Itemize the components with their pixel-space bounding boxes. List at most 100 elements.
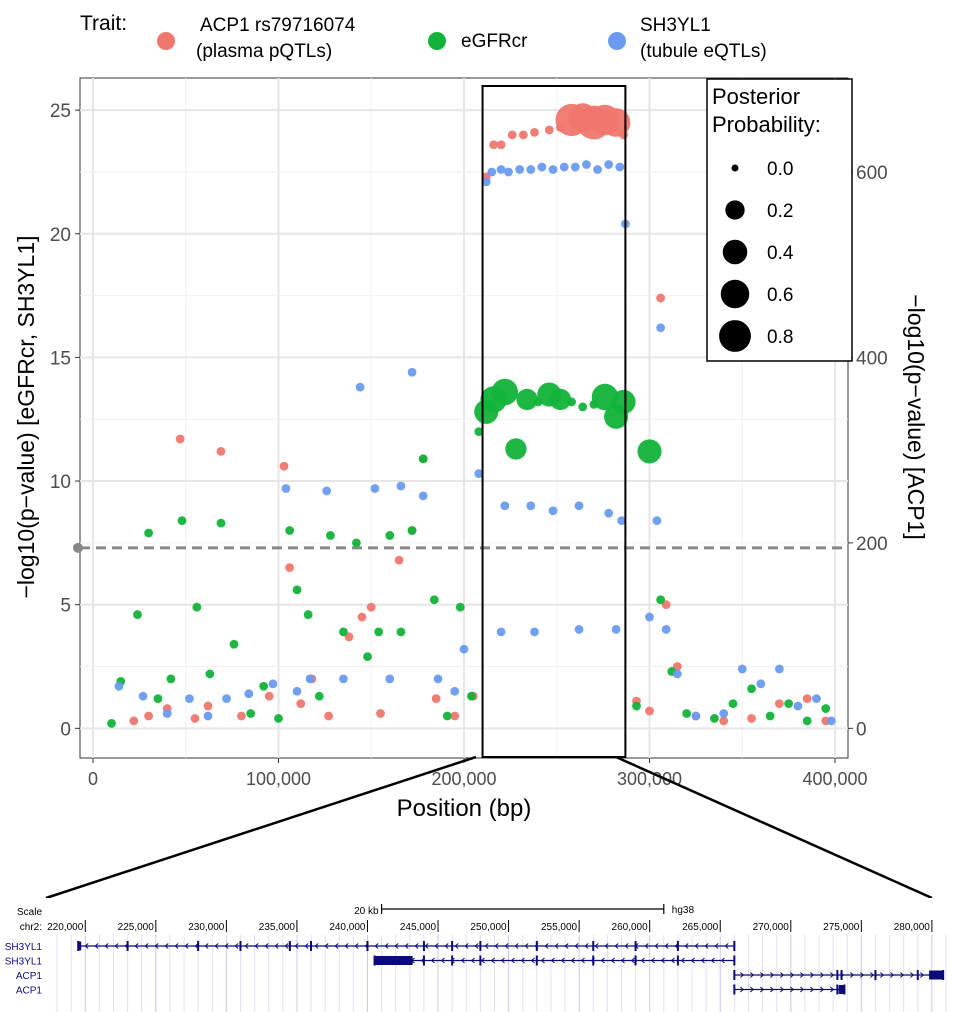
data-point-sh3yl1 [222, 694, 231, 704]
gene-strand-arrow [314, 943, 319, 949]
gene-strand-arrow [440, 957, 445, 964]
track-position-label: 245,000 [400, 922, 437, 933]
data-point-acp1 [279, 461, 289, 471]
gene-strand-arrow [570, 957, 575, 964]
gene-exon [479, 941, 482, 951]
gene-strand-arrow [694, 943, 699, 949]
data-point-egfrcr [216, 518, 226, 528]
gene-strand-arrow [434, 943, 439, 949]
gene-strand-arrow [670, 957, 675, 964]
data-point-acp1 [296, 699, 306, 708]
data-point-sh3yl1 [418, 491, 428, 501]
data-point-sh3yl1 [526, 165, 536, 174]
data-point-egfrcr [728, 699, 738, 708]
trait-legend-key-egfrcr [428, 32, 446, 50]
data-point-sh3yl1 [203, 711, 213, 721]
data-point-sh3yl1 [185, 694, 194, 704]
data-point-egfrcr [549, 388, 572, 411]
data-point-acp1 [190, 714, 200, 723]
zoom-line-left [45, 755, 477, 900]
gene-exon [422, 941, 425, 951]
data-point-egfrcr [303, 610, 313, 619]
trait-legend-label-sh3yl1-line2: (tubule eQTLs) [640, 41, 767, 62]
gene-strand-arrow [174, 943, 179, 949]
data-point-sh3yl1 [370, 484, 380, 493]
data-point-egfrcr [326, 531, 335, 540]
gene-exon [592, 955, 595, 966]
data-point-sh3yl1 [604, 160, 614, 169]
data-point-sh3yl1 [114, 681, 124, 691]
gene-strand-arrow [740, 972, 745, 978]
gene-strand-arrow [460, 957, 465, 964]
data-point-acp1 [489, 140, 499, 150]
data-point-egfrcr [474, 427, 484, 436]
gene-strand-arrow [664, 943, 669, 949]
gene-strand-arrow [860, 972, 865, 978]
data-point-sh3yl1 [450, 686, 460, 696]
gene-strand-arrow [544, 943, 549, 949]
data-point-acp1 [518, 130, 528, 140]
data-point-sh3yl1 [652, 516, 662, 526]
gene-exon [366, 941, 369, 951]
gene-strand-arrow [164, 943, 169, 949]
data-point-egfrcr [505, 438, 527, 460]
gene-exon [676, 941, 679, 951]
gene-exon [840, 970, 843, 980]
gene-strand-arrow [134, 943, 139, 949]
data-point-egfrcr [205, 669, 215, 679]
gene-strand-arrow [810, 986, 815, 993]
data-point-egfrcr [578, 402, 588, 412]
gene-strand-arrow [770, 986, 775, 993]
data-point-egfrcr [144, 528, 154, 538]
data-point-egfrcr [153, 694, 163, 704]
data-point-egfrcr [455, 602, 465, 612]
gene-strand-arrow [604, 943, 609, 949]
gene-strand-arrow [334, 943, 339, 949]
gene-strand-arrow [740, 986, 745, 993]
gene-strand-arrow [710, 957, 715, 964]
track-position-label: 260,000 [612, 922, 649, 933]
gene-exon [197, 941, 200, 951]
track-gene-label: SH3YL1 [5, 942, 43, 953]
data-point-sh3yl1 [355, 382, 365, 392]
data-point-sh3yl1 [812, 694, 821, 704]
data-point-acp1 [802, 694, 812, 704]
track-position-label: 280,000 [894, 922, 931, 933]
trait-legend-label-egfrcr: eGFRcr [461, 31, 528, 52]
pp-legend-label: 0.4 [767, 243, 794, 264]
track-position-label: 270,000 [753, 922, 790, 933]
data-point-sh3yl1 [407, 367, 417, 377]
track-gene-label: ACP1 [16, 971, 43, 982]
gene-strand-arrow [224, 943, 229, 949]
gene-strand-arrow [114, 943, 119, 949]
gene-strand-arrow [394, 943, 399, 949]
track-assembly-label: hg38 [672, 905, 695, 916]
gene-strand-arrow [494, 943, 499, 949]
gene-strand-arrow [294, 943, 299, 949]
track-genes: SH3YL1 SH3YL1 ACP1 ACP1 [5, 941, 945, 997]
gene-strand-arrow [790, 986, 795, 993]
data-point-sh3yl1 [281, 484, 291, 493]
data-point-acp1 [450, 711, 460, 721]
data-point-acp1 [264, 691, 274, 701]
track-gene-label: SH3YL1 [5, 957, 43, 968]
pp-legend-key [722, 239, 748, 265]
gene-strand-arrow [324, 943, 329, 949]
data-point-egfrcr [467, 691, 476, 701]
data-point-acp1 [236, 711, 246, 721]
pp-legend-title-line1: Posterior [712, 84, 800, 109]
gene-exon [733, 984, 736, 995]
track-position-label: 225,000 [118, 922, 155, 933]
gene-strand-arrow [524, 943, 529, 949]
gene-strand-arrow [800, 986, 805, 993]
zoom-line-right [615, 755, 933, 900]
gene-exon [535, 955, 538, 966]
data-point-sh3yl1 [385, 674, 395, 684]
data-point-sh3yl1 [292, 686, 302, 696]
y-tick-label: 10 [50, 472, 71, 493]
track-position-label: 220,000 [47, 922, 84, 933]
data-point-egfrcr [682, 709, 692, 718]
gene-strand-arrow [920, 972, 925, 978]
data-point-sh3yl1 [756, 679, 766, 689]
gene-strand-arrow [750, 972, 755, 978]
